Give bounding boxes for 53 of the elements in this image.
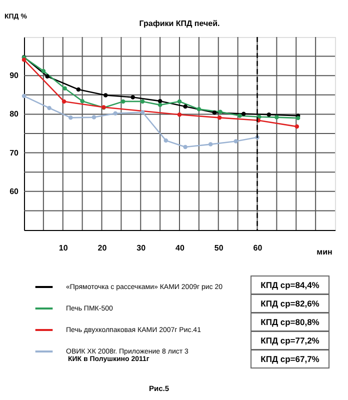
point <box>238 114 242 118</box>
point <box>274 115 279 120</box>
point <box>92 115 96 120</box>
point <box>62 99 66 104</box>
text: КПД ср=84,4% <box>260 280 320 290</box>
point <box>217 116 222 120</box>
point <box>62 86 67 90</box>
point <box>296 116 300 120</box>
text: КПД ср=77,2% <box>260 336 320 346</box>
text: КПД ср=67,7% <box>260 354 320 364</box>
point <box>164 138 168 143</box>
point <box>266 112 272 117</box>
y-tick-label: 90 <box>10 71 20 80</box>
point <box>104 93 108 98</box>
x-tick-label: 30 <box>136 244 146 252</box>
point <box>208 142 213 146</box>
point <box>183 144 188 150</box>
x-tick-label: 40 <box>176 244 185 252</box>
point <box>76 87 81 92</box>
point <box>177 112 182 117</box>
y-tick-label: 80 <box>10 110 20 119</box>
point <box>140 99 145 104</box>
x-tick-label: 20 <box>98 244 108 252</box>
x-tick-label: 60 <box>253 244 263 252</box>
point <box>177 99 182 104</box>
point <box>121 99 126 104</box>
point <box>158 102 162 108</box>
point <box>68 116 73 120</box>
point <box>196 107 202 112</box>
point <box>113 111 118 116</box>
point <box>45 74 50 78</box>
point <box>183 104 188 109</box>
point <box>234 139 238 144</box>
y-tick-label: 60 <box>10 186 20 196</box>
text: КПД ср=82,6% <box>260 298 320 308</box>
point <box>212 110 217 115</box>
point <box>294 124 300 129</box>
point <box>158 98 162 104</box>
x-axis-title: мин <box>316 248 332 256</box>
point <box>41 68 46 74</box>
y-tick-label: 70 <box>10 148 20 158</box>
x-tick-label: 10 <box>58 244 68 252</box>
chart-title: Графики КПД печей. <box>139 19 220 28</box>
x-tick-label: 50 <box>214 244 224 252</box>
text: КПД ср=80,8% <box>260 317 320 327</box>
point <box>130 95 135 100</box>
point <box>22 58 26 62</box>
point <box>140 110 145 114</box>
point <box>218 110 222 114</box>
point <box>242 112 246 116</box>
point <box>80 98 84 104</box>
point <box>22 94 26 98</box>
point <box>47 106 52 110</box>
